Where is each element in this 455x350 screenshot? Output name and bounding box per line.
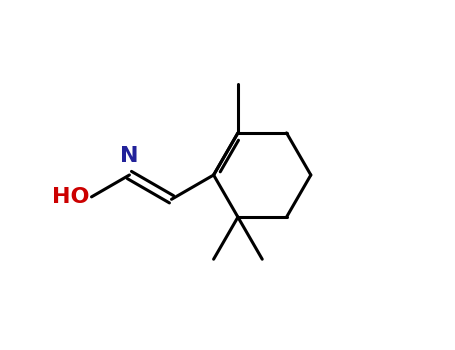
Text: HO: HO [52, 187, 90, 207]
Text: N: N [120, 146, 139, 166]
